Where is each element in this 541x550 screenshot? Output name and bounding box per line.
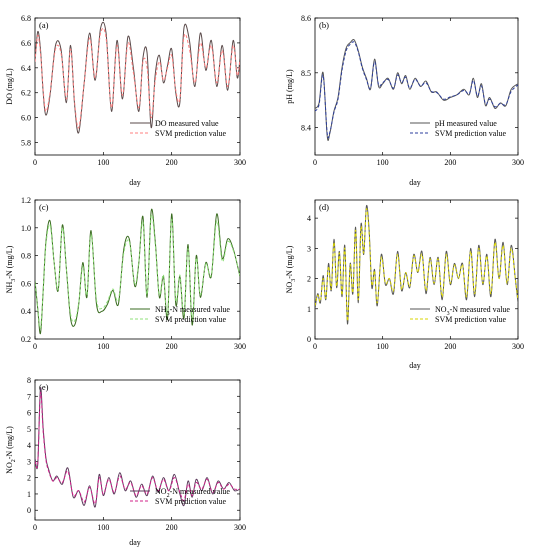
x-tick-label: 300 <box>234 158 246 167</box>
x-tick-label: 300 <box>512 342 524 351</box>
y-tick-label: 6.4 <box>21 64 31 73</box>
plot-frame <box>314 17 519 156</box>
panel-2: 0 100 200 300 8.4 8.5 8.6 (b) pH (mg/L) day pH mea… <box>285 14 524 187</box>
x-tick-label: 300 <box>234 523 246 532</box>
y-tick-label: 1 <box>307 305 311 314</box>
y-tick-label: 2 <box>27 474 31 483</box>
series-line-predicted <box>35 27 240 129</box>
series-line-predicted <box>35 392 240 505</box>
y-tick-label: 7 <box>27 392 31 401</box>
panel-4: 0 100 200 300 0 1 2 3 4 (d) NO3-N (mg/L) day NO3-N m… <box>285 199 524 370</box>
y-tick-label: 5 <box>27 425 31 434</box>
plot-frame <box>314 199 519 340</box>
x-axis-label: day <box>409 361 421 370</box>
x-tick-label: 0 <box>33 523 37 532</box>
panel-label: (c) <box>39 202 49 212</box>
y-tick-label: 4 <box>27 441 31 450</box>
x-tick-label: 300 <box>234 342 246 351</box>
plot-frame <box>34 199 241 340</box>
legend-entry: DO measured value <box>155 119 219 128</box>
series-line-measured <box>35 21 240 134</box>
x-axis-label: day <box>129 178 141 187</box>
x-tick-label: 100 <box>97 342 109 351</box>
y-axis-label: DO (mg/L) <box>5 68 14 105</box>
y-tick-label: 3 <box>307 244 311 253</box>
y-tick-label: 0.4 <box>21 307 31 316</box>
series-line-predicted <box>315 208 518 322</box>
series-line-predicted <box>35 214 240 329</box>
y-axis-label: pH (mg/L) <box>285 69 294 104</box>
x-tick-label: 0 <box>313 342 317 351</box>
x-axis-label: day <box>129 538 141 547</box>
y-tick-label: 8.5 <box>301 69 311 78</box>
legend-entry: SVM prediction value <box>155 497 227 506</box>
legend-entry: NO3-N measured value <box>435 305 510 317</box>
x-tick-label: 200 <box>444 342 456 351</box>
series-line-predicted <box>315 41 518 139</box>
x-tick-label: 200 <box>444 158 456 167</box>
y-axis-label: NO3-N (mg/L) <box>285 245 297 293</box>
panel-5: 0 100 200 300 0 1 2 3 4 5 6 7 8 (e) NO2-N (mg/L) day NO2… <box>5 376 246 547</box>
panel-3: 0 100 200 300 0.2 0.4 0.6 0.8 1.0 1.2 (c) NH3-N (mg… <box>5 196 246 351</box>
x-tick-label: 200 <box>166 523 178 532</box>
y-tick-label: 1.2 <box>21 196 31 205</box>
y-tick-label: 6.8 <box>21 14 31 23</box>
y-tick-label: 0.8 <box>21 252 31 261</box>
x-tick-label: 100 <box>377 342 389 351</box>
panel-1: 0 100 200 300 5.8 6.0 6.2 6.4 6.6 6.8 (a) DO (mg/L)… <box>5 14 246 187</box>
x-tick-label: 100 <box>377 158 389 167</box>
legend-entry: pH measured value <box>435 119 497 128</box>
y-tick-label: 3 <box>27 457 31 466</box>
legend-entry: SVM prediction value <box>155 315 227 324</box>
x-tick-label: 100 <box>97 158 109 167</box>
y-tick-label: 6 <box>27 409 31 418</box>
legend-entry: NH3-N measured value <box>155 305 230 317</box>
y-tick-label: 0.2 <box>21 335 31 344</box>
y-tick-label: 5.8 <box>21 139 31 148</box>
x-tick-label: 0 <box>33 342 37 351</box>
y-tick-label: 6.0 <box>21 114 31 123</box>
y-tick-label: 0 <box>27 506 31 515</box>
legend-entry: SVM prediction value <box>435 129 507 138</box>
y-tick-label: 1 <box>27 490 31 499</box>
y-tick-label: 8.6 <box>301 14 311 23</box>
series-line-measured <box>35 387 240 508</box>
plot-frame <box>34 17 241 156</box>
y-tick-label: 8 <box>27 376 31 385</box>
legend-entry: SVM prediction value <box>435 315 507 324</box>
x-tick-label: 200 <box>166 342 178 351</box>
x-tick-label: 100 <box>97 523 109 532</box>
y-tick-label: 2 <box>307 275 311 284</box>
y-axis-label: NH3-N (mg/L) <box>5 245 17 293</box>
panel-label: (b) <box>319 20 329 30</box>
y-tick-label: 0.6 <box>21 279 31 288</box>
panel-label: (a) <box>39 20 49 30</box>
y-tick-label: 1.0 <box>21 224 31 233</box>
legend-entry: NO2-N measured value <box>155 487 230 499</box>
plot-frame <box>34 379 241 521</box>
y-tick-label: 4 <box>307 214 311 223</box>
y-tick-label: 6.2 <box>21 89 31 98</box>
series-line-measured <box>315 39 518 141</box>
y-tick-label: 8.4 <box>301 124 311 133</box>
x-axis-label: day <box>409 178 421 187</box>
x-tick-label: 200 <box>166 158 178 167</box>
y-tick-label: 0 <box>307 335 311 344</box>
panel-label: (e) <box>39 382 49 392</box>
panel-label: (d) <box>319 202 329 212</box>
x-tick-label: 0 <box>313 158 317 167</box>
x-tick-label: 300 <box>512 158 524 167</box>
y-tick-label: 6.6 <box>21 39 31 48</box>
legend-entry: SVM prediction value <box>155 129 227 138</box>
y-axis-label: NO2-N (mg/L) <box>5 426 17 474</box>
x-tick-label: 0 <box>33 158 37 167</box>
